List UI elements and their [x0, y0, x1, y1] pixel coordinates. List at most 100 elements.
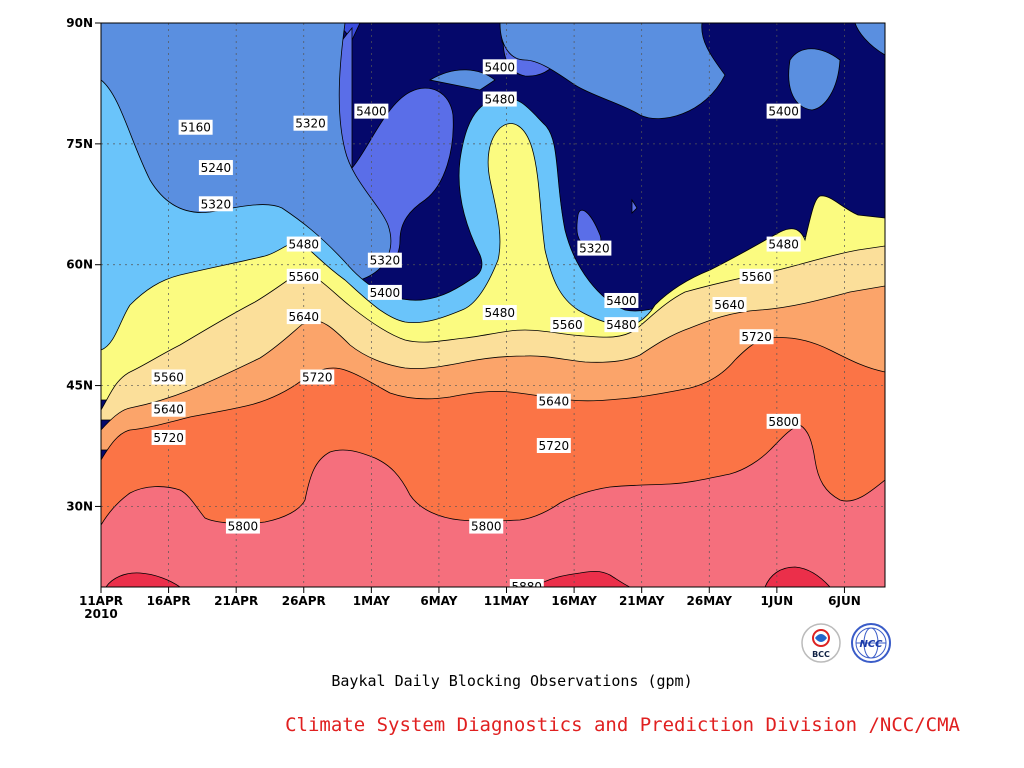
- x-tick-label: 26APR: [282, 594, 326, 608]
- contour-label: 5800: [768, 415, 799, 429]
- x-tick-label: 26MAY: [687, 594, 733, 608]
- bcc-logo-text: BCC: [812, 650, 830, 659]
- contour-label-box: [604, 292, 639, 308]
- contour-label-box: [577, 240, 612, 256]
- contour-label-box: [286, 236, 321, 252]
- contour-label-box: [739, 329, 774, 345]
- contour-label: 5640: [153, 403, 184, 417]
- ncc-logo: NCC: [851, 623, 891, 663]
- x-tick-label: 1MAY: [353, 594, 390, 608]
- contour-label-box: [198, 196, 233, 212]
- contour-label-box: [178, 119, 213, 135]
- y-tick-label: 60N: [66, 258, 93, 272]
- y-tick-label: 45N: [66, 379, 93, 393]
- x-axis: 11APR 16APR 21APR 26APR 1MAY 6MAY 11MAY 16MAY 21…: [79, 587, 861, 621]
- contour-band-lt5480: [854, 23, 885, 56]
- contour-label: 5400: [484, 60, 515, 74]
- contour-label: 5560: [153, 371, 184, 385]
- chart-title: Baykal Daily Blocking Observations (gpm): [331, 672, 693, 690]
- contour-label: 5320: [370, 254, 401, 268]
- x-tick-label: 11MAY: [484, 594, 530, 608]
- y-axis: 90N 75N 60N 45N 30N: [66, 16, 101, 513]
- contour-label: 5480: [484, 306, 515, 320]
- y-tick-label: 90N: [66, 16, 93, 30]
- contour-label-box: [300, 369, 335, 385]
- bcc-logo: BCC: [801, 623, 841, 663]
- contour-label-box: [367, 284, 402, 300]
- y-tick-label: 75N: [66, 137, 93, 151]
- credit-line: Climate System Diagnostics and Predictio…: [285, 714, 960, 736]
- contour-label-box: [225, 518, 260, 534]
- x-tick-label: 6JUN: [828, 594, 861, 608]
- contour-label: 5560: [552, 318, 583, 332]
- contour-label-box: [536, 393, 571, 409]
- contour-label: 5320: [579, 242, 610, 256]
- contour-label-box: [286, 268, 321, 284]
- contour-label-box: [712, 297, 747, 312]
- logos: BCC NCC: [801, 623, 891, 663]
- contour-label-box: [469, 518, 504, 534]
- x-tick-label: 11APR: [79, 594, 123, 608]
- plot-frame: [100, 22, 886, 588]
- x-tick-label: 21APR: [214, 594, 258, 608]
- x-tick-label: 1JUN: [761, 594, 794, 608]
- contour-label-box: [286, 309, 321, 325]
- contour-label: 5480: [484, 93, 515, 107]
- contour-band-max: [101, 572, 181, 587]
- contour-labels: 5160 5240 5320 5320 5400 5400 5480 5400 5480 5320…: [151, 59, 801, 594]
- contour-label-box: [293, 115, 328, 131]
- contour-label-box: [766, 413, 801, 429]
- contour-label-box: [151, 401, 186, 417]
- x-tick-label: 6MAY: [420, 594, 457, 608]
- contour-label: 5880: [512, 580, 543, 594]
- contour-label-box: [367, 252, 402, 268]
- contour-label: 5560: [741, 270, 772, 284]
- contour-band-lt5480: [499, 23, 726, 119]
- contour-band-lt5480: [788, 48, 841, 111]
- contour-label: 5480: [768, 238, 799, 252]
- contour-band-max: [534, 570, 631, 587]
- contour-label-box: [509, 579, 544, 587]
- contour-label-box: [482, 305, 517, 321]
- contour-label: 5720: [153, 431, 184, 445]
- contour-label: 5160: [180, 121, 211, 135]
- x-year-label: 2010: [84, 607, 117, 621]
- gridlines: [101, 23, 885, 587]
- contour-label: 5480: [606, 318, 637, 332]
- contour-label-box: [766, 103, 801, 119]
- x-tick-label: 16APR: [147, 594, 191, 608]
- contour-label-box: [604, 317, 639, 333]
- plot-area: 5160 5240 5320 5320 5400 5400 5480 5400 5480 5320…: [101, 23, 885, 594]
- contour-label-box: [151, 369, 186, 385]
- contour-label: 5240: [201, 161, 232, 175]
- contour-label: 5720: [302, 371, 333, 385]
- contour-label-box: [766, 236, 801, 252]
- contour-label: 5640: [288, 310, 319, 324]
- x-tick-label: 21MAY: [619, 594, 665, 608]
- contour-label-box: [536, 438, 571, 453]
- contour-label: 5400: [370, 286, 401, 300]
- contour-label: 5400: [356, 105, 387, 119]
- contour-label-box: [482, 59, 517, 75]
- contour-label-box: [354, 103, 389, 119]
- contour-label: 5400: [768, 105, 799, 119]
- contour-label: 5560: [288, 270, 319, 284]
- contour-label: 5400: [606, 294, 637, 308]
- contour-label: 5640: [539, 395, 570, 409]
- contour-label-box: [550, 317, 585, 333]
- contour-label-box: [482, 91, 517, 107]
- contour-band-lt5400: [631, 198, 638, 214]
- contour-label: 5800: [228, 520, 259, 534]
- contour-label: 5320: [201, 197, 232, 211]
- contour-label: 5720: [741, 330, 772, 344]
- y-tick-label: 30N: [66, 499, 93, 513]
- ncc-logo-text: NCC: [859, 639, 883, 650]
- contour-label: 5480: [288, 238, 319, 252]
- contour-label: 5800: [471, 520, 502, 534]
- contour-label: 5640: [714, 298, 745, 312]
- contour-label: 5320: [295, 117, 326, 131]
- contour-label-box: [739, 268, 774, 284]
- contour-band-lt5480: [428, 69, 496, 91]
- contour-label-box: [198, 160, 233, 176]
